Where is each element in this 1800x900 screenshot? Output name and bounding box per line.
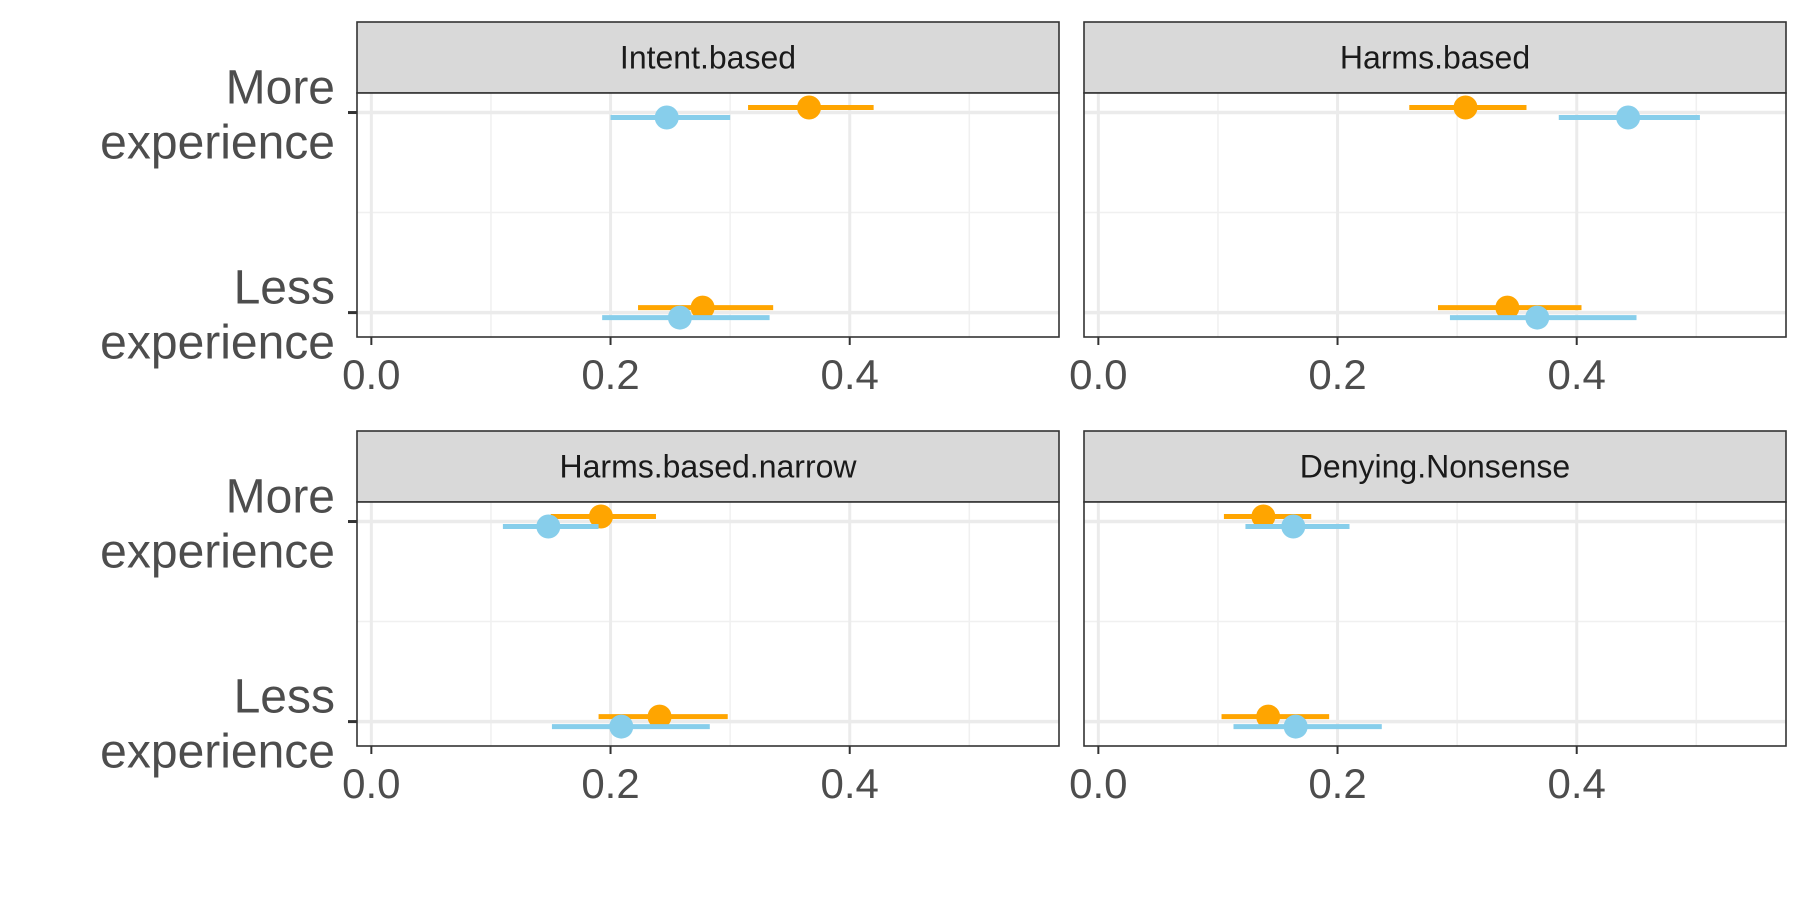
y-tick-label-line: More [226, 62, 335, 115]
x-tick-label: 0.0 [342, 351, 400, 398]
point-blue [609, 714, 634, 739]
strip-background [356, 430, 1060, 503]
x-tick-label: 0.2 [1308, 351, 1366, 398]
strip-background [356, 21, 1060, 94]
point-blue [654, 105, 679, 130]
point-blue [1283, 714, 1308, 739]
x-tick-label: 0.0 [1069, 351, 1127, 398]
plot-background [1084, 93, 1786, 337]
panel-harms-based: Harms.based 0.0 0.2 0.4 [1069, 21, 1787, 398]
x-tick-label: 0.2 [1308, 760, 1366, 807]
point-orange [1256, 704, 1281, 729]
x-tick-label: 0.4 [1548, 351, 1606, 398]
panel-border [1083, 92, 1787, 338]
point-blue [667, 305, 692, 330]
strip-background [1083, 21, 1787, 94]
point-orange [1453, 95, 1478, 120]
point-orange [797, 95, 822, 120]
x-tick-label: 0.2 [581, 760, 639, 807]
strip-label: Harms.based.narrow [560, 449, 858, 485]
strip-label: Harms.based [1340, 40, 1530, 76]
point-blue [1616, 105, 1641, 130]
strip-background [1083, 430, 1787, 503]
y-tick-label-line: Less [234, 262, 335, 315]
x-tick-label: 0.0 [1069, 760, 1127, 807]
y-tick-label-line: Less [234, 671, 335, 724]
panel-border [356, 92, 1060, 338]
y-tick-label: Less experience [100, 671, 335, 779]
x-tick-label: 0.4 [821, 760, 879, 807]
point-orange [1251, 504, 1276, 529]
panel-border [356, 501, 1060, 747]
y-tick-label-line: experience [100, 317, 335, 370]
y-tick-label: Less experience [100, 262, 335, 370]
point-blue [536, 514, 561, 539]
y-tick-label-line: experience [100, 117, 335, 170]
plot-background [357, 502, 1059, 746]
plot-background [357, 93, 1059, 337]
y-tick-label: More experience [100, 62, 335, 170]
panel-border [1083, 501, 1787, 747]
y-tick-label-line: experience [100, 726, 335, 779]
y-tick-label-line: More [226, 471, 335, 524]
point-orange [588, 504, 613, 529]
strip-label: Denying.Nonsense [1300, 449, 1570, 485]
point-orange [690, 295, 715, 320]
point-blue [1281, 514, 1306, 539]
y-tick-label: More experience [100, 471, 335, 579]
plot-background [1084, 502, 1786, 746]
y-tick-label-line: experience [100, 526, 335, 579]
panel-denying-nonsense: Denying.Nonsense 0.0 0.2 0.4 [1069, 430, 1787, 807]
strip-label: Intent.based [620, 40, 796, 76]
point-orange [647, 704, 672, 729]
x-tick-label: 0.4 [821, 351, 879, 398]
point-blue [1525, 305, 1550, 330]
x-tick-label: 0.0 [342, 760, 400, 807]
x-tick-label: 0.2 [581, 351, 639, 398]
point-orange [1495, 295, 1520, 320]
x-tick-label: 0.4 [1548, 760, 1606, 807]
